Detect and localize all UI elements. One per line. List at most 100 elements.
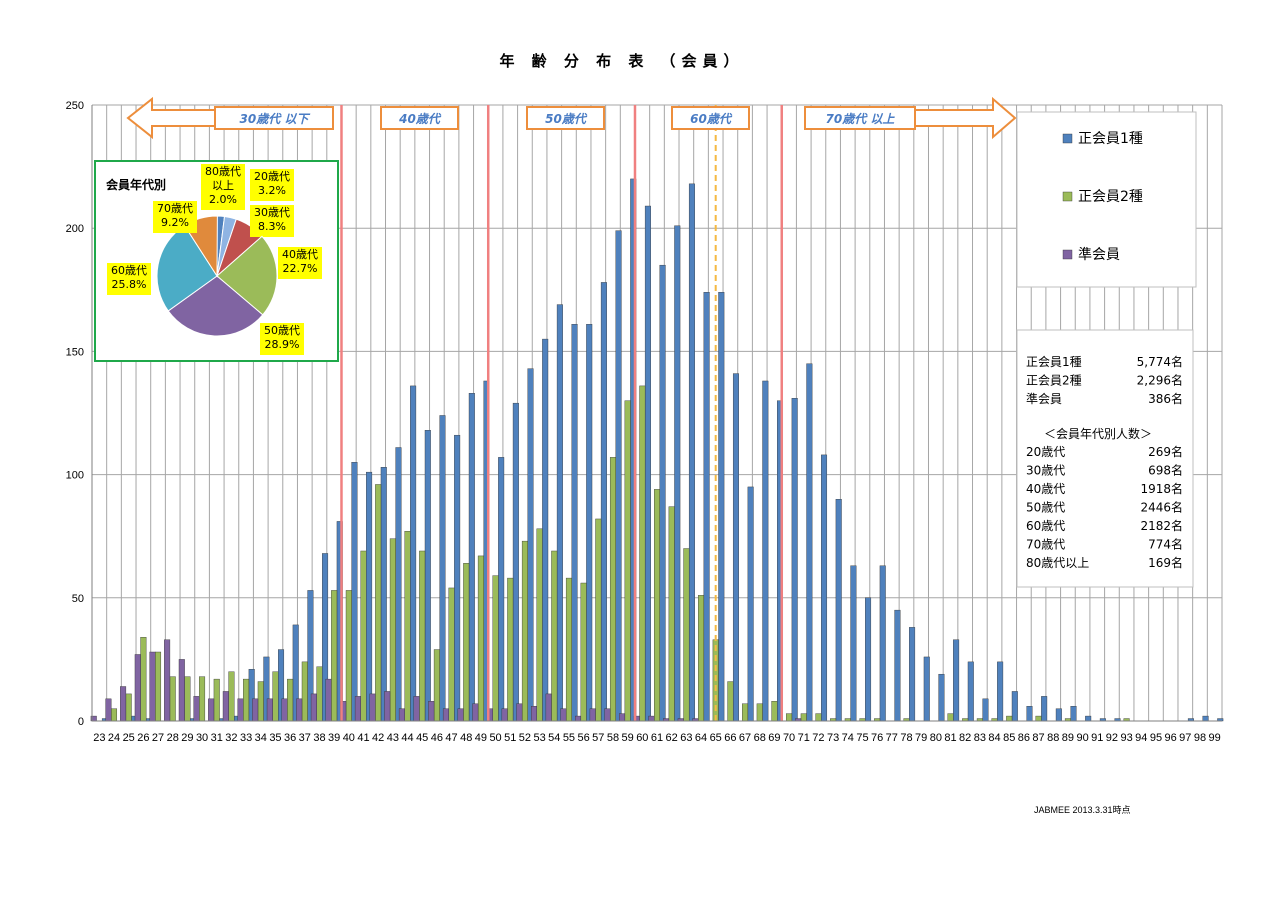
pie-label-bg [278, 247, 322, 279]
x-tick-label: 41 [357, 732, 369, 744]
band-box [214, 106, 334, 130]
x-tick-label: 81 [944, 732, 956, 744]
bar-3 [589, 708, 596, 722]
bar-3 [516, 703, 523, 722]
x-tick-label: 46 [431, 732, 443, 744]
bar-1 [835, 499, 842, 722]
band-arrow-left [126, 96, 216, 140]
x-tick-label: 34 [255, 732, 267, 744]
chart-title: 年 齢 分 布 表 （会員） [499, 52, 744, 70]
bar-1 [424, 430, 431, 722]
bar-3 [149, 651, 156, 722]
legend-label: 準会員 [1078, 247, 1120, 263]
bar-1 [850, 565, 857, 722]
bar-1 [923, 656, 930, 722]
x-tick-label: 57 [592, 732, 604, 744]
stat-label: 20歳代 [1026, 445, 1065, 459]
bar-3 [296, 698, 303, 722]
x-tick-label: 47 [445, 732, 457, 744]
bar-2 [287, 678, 294, 722]
bar-3 [369, 693, 376, 722]
pie-label: 30歳代 [254, 206, 290, 219]
x-tick-label: 25 [123, 732, 135, 744]
pie-title: 会員年代別 [106, 177, 166, 192]
bar-1 [791, 398, 798, 722]
x-tick-label: 26 [137, 732, 149, 744]
bar-2 [199, 676, 206, 722]
bar-1 [586, 324, 593, 722]
bar-2 [155, 651, 162, 722]
bar-3 [178, 659, 185, 722]
stat-value: 1918名 [1140, 481, 1183, 496]
pie-label: 80歳代 [205, 165, 241, 178]
stat-label: 80歳代以上 [1026, 556, 1089, 570]
bar-1 [1085, 715, 1092, 722]
bar-1 [380, 467, 387, 722]
stat-value: 269名 [1148, 444, 1183, 459]
bar-2 [213, 678, 220, 722]
bar-1 [967, 661, 974, 722]
bar-1 [806, 363, 813, 722]
band-box [804, 106, 916, 130]
bar-2 [360, 550, 367, 722]
bar-1 [982, 698, 989, 722]
bar-2 [301, 661, 308, 722]
pie-label: 9.2% [161, 216, 189, 229]
x-tick-label: 64 [695, 732, 707, 744]
pie-label: 20歳代 [254, 170, 290, 183]
band-arrow-right [914, 96, 1017, 140]
bar-2 [595, 518, 602, 722]
decade-lines [340, 105, 783, 721]
pie-label: 50歳代 [264, 324, 300, 337]
bar-1 [732, 373, 739, 722]
bar-1 [439, 415, 446, 722]
bar-2 [433, 649, 440, 722]
pie-slice [216, 235, 278, 316]
band-box [380, 106, 459, 130]
bar-1 [1011, 691, 1018, 722]
bar-1 [938, 673, 945, 722]
bar-3 [237, 698, 244, 722]
bar-1 [351, 462, 358, 722]
pie-label: 25.8% [112, 278, 147, 291]
stat-value: 698名 [1148, 463, 1183, 478]
y-tick-label: 0 [78, 716, 84, 728]
x-tick-label: 93 [1120, 732, 1132, 744]
x-tick-label: 75 [856, 732, 868, 744]
bar-1 [747, 486, 754, 722]
bar-2 [125, 693, 132, 722]
x-tick-label: 38 [313, 732, 325, 744]
bar-1 [366, 471, 373, 722]
bar-1 [1026, 706, 1033, 722]
pie-label: 60歳代 [111, 264, 147, 277]
pie-label: 40歳代 [282, 248, 318, 261]
x-tick-label: 87 [1032, 732, 1044, 744]
x-tick-label: 86 [1018, 732, 1030, 744]
bar-1 [997, 661, 1004, 722]
x-tick-label: 54 [548, 732, 560, 744]
bar-1 [821, 454, 828, 722]
bar-1 [600, 282, 607, 722]
bar-2 [1035, 715, 1042, 722]
bar-2 [492, 575, 499, 722]
stat-label: 正会員1種 [1026, 355, 1082, 369]
x-tick-label: 37 [299, 732, 311, 744]
bar-2 [742, 703, 749, 722]
bar-3 [281, 698, 288, 722]
bar-1 [879, 565, 886, 722]
pie-label: 8.3% [258, 220, 286, 233]
stats-by-age-title: ＜会員年代別人数＞ [1044, 426, 1152, 441]
x-tick-label: 58 [607, 732, 619, 744]
x-tick-label: 94 [1135, 732, 1147, 744]
bar-2 [345, 590, 352, 722]
x-tick-label: 32 [225, 732, 237, 744]
bar-2 [419, 550, 426, 722]
legend-swatch [1062, 133, 1073, 144]
bar-1 [1070, 706, 1077, 722]
bar-1 [410, 385, 417, 722]
bar-2 [257, 681, 264, 722]
bar-3 [575, 715, 582, 722]
pie-label: 22.7% [283, 262, 318, 275]
x-tick-label: 30 [196, 732, 208, 744]
